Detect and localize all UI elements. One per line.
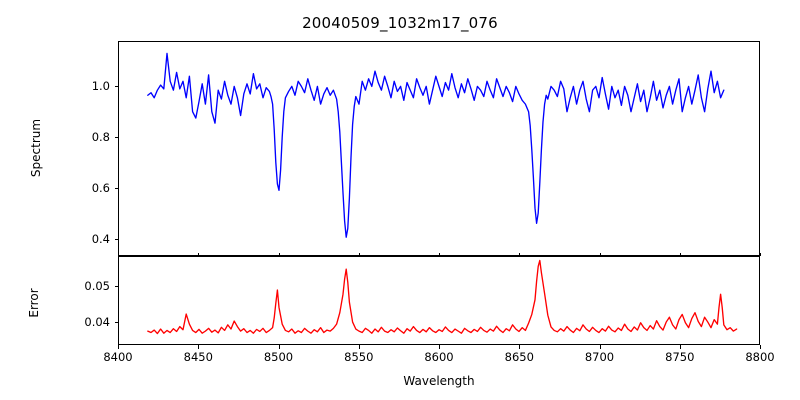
page-title: 20040509_1032m17_076 bbox=[302, 14, 498, 32]
x-tick-label: 8500 bbox=[263, 350, 294, 364]
spectrum-x-tick-mark bbox=[278, 252, 280, 256]
x-tick-mark bbox=[679, 345, 681, 349]
error-y-tick-mark bbox=[114, 321, 118, 323]
x-tick-label: 8650 bbox=[504, 350, 534, 364]
x-tick-mark bbox=[439, 345, 440, 349]
spectrum-y-tick-mark bbox=[114, 188, 118, 190]
spectrum-x-tick-mark bbox=[198, 252, 200, 256]
error-y-tick-label: 0.04 bbox=[84, 314, 110, 329]
spectrum-y-tick-label: 0.4 bbox=[91, 232, 110, 247]
spectrum-x-tick-mark bbox=[118, 252, 119, 256]
error-y-axis-label: Error bbox=[27, 288, 41, 318]
x-tick-label: 8750 bbox=[665, 350, 695, 364]
error-y-tick-label: 0.05 bbox=[84, 279, 110, 294]
spectrum-y-tick-mark bbox=[114, 239, 118, 241]
spectrum-x-tick-mark bbox=[679, 252, 681, 256]
x-tick-label: 8700 bbox=[584, 350, 615, 364]
error-plot-area bbox=[118, 256, 760, 345]
x-tick-mark bbox=[519, 345, 521, 349]
spectrum-x-tick-mark bbox=[760, 252, 761, 256]
error-series-canvas bbox=[147, 259, 738, 335]
x-tick-mark bbox=[760, 345, 761, 349]
x-tick-mark bbox=[358, 345, 360, 349]
spectrum-series-canvas bbox=[147, 52, 725, 238]
x-tick-mark bbox=[118, 345, 119, 349]
spectrum-y-tick-label: 0.8 bbox=[91, 130, 110, 144]
spectrum-plot-area bbox=[118, 41, 760, 256]
spectrum-x-tick-mark bbox=[599, 252, 601, 256]
spectrum-x-tick-mark bbox=[519, 252, 521, 256]
x-tick-mark bbox=[278, 345, 280, 349]
x-tick-label: 8550 bbox=[344, 350, 374, 364]
spectrum-y-tick-mark bbox=[114, 85, 118, 87]
x-tick-label: 8450 bbox=[183, 350, 213, 364]
x-tick-mark bbox=[198, 345, 200, 349]
spectrum-y-tick-mark bbox=[114, 137, 118, 138]
error-line bbox=[147, 259, 738, 335]
x-axis-label: Wavelength bbox=[403, 374, 475, 388]
spectrum-x-tick-mark bbox=[439, 252, 440, 256]
spectrum-line bbox=[147, 52, 725, 238]
x-tick-label: 8800 bbox=[745, 350, 775, 364]
spectrum-y-tick-label: 0.6 bbox=[91, 181, 110, 196]
error-y-tick-mark bbox=[114, 286, 118, 288]
x-tick-label: 8400 bbox=[103, 350, 133, 364]
x-tick-label: 8600 bbox=[424, 350, 454, 364]
spectrum-y-tick-label: 1.0 bbox=[91, 78, 110, 93]
spectrum-y-axis-label: Spectrum bbox=[29, 118, 43, 178]
x-tick-mark bbox=[599, 345, 601, 349]
spectrum-x-tick-mark bbox=[358, 252, 360, 256]
